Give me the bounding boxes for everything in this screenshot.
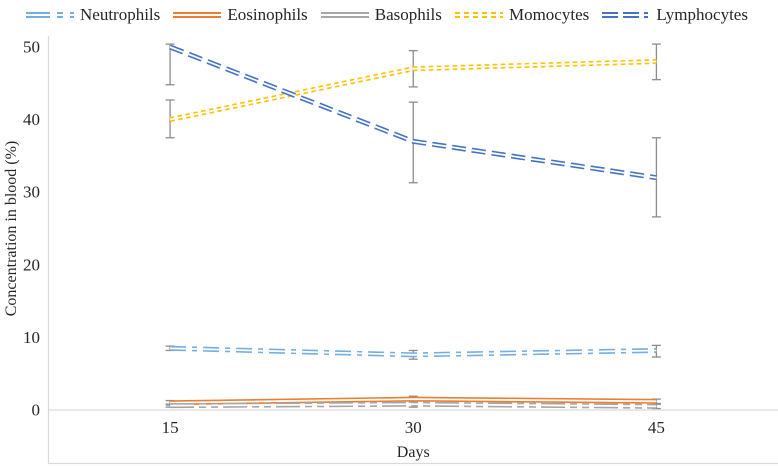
series-line-eosinophils-core xyxy=(170,398,657,404)
legend-label-momocytes: Momocytes xyxy=(508,4,590,24)
chart-legend: Neutrophils Eosinophils Basophils Momocytes… xyxy=(0,0,778,26)
legend-label-basophils: Basophils xyxy=(374,4,442,24)
legend-item-momocytes[interactable]: Momocytes xyxy=(454,4,590,25)
legend-item-eosinophils[interactable]: Eosinophils xyxy=(173,4,308,25)
y-tick-label: 20 xyxy=(23,255,40,274)
x-tick-label: 15 xyxy=(162,418,179,437)
y-tick-label: 40 xyxy=(23,110,40,129)
y-axis-title: Concentration in blood (%) xyxy=(3,141,20,317)
x-tick-label: 30 xyxy=(405,418,422,437)
legend-item-lymphocytes[interactable]: Lymphocytes xyxy=(602,5,748,25)
legend-key-eosinophils xyxy=(173,11,222,18)
legend-key-momocytes xyxy=(454,11,503,18)
legend-item-neutrophils[interactable]: Neutrophils xyxy=(26,5,160,25)
x-axis-title: Days xyxy=(397,444,430,461)
series-line-neutrophils-core xyxy=(170,347,657,356)
legend-key-lymphocytes xyxy=(602,11,651,18)
y-tick-label: 0 xyxy=(32,401,41,420)
legend-label-lymphocytes: Lymphocytes xyxy=(656,4,748,24)
y-tick-label: 10 xyxy=(23,328,40,347)
y-tick-label: 30 xyxy=(23,183,40,202)
series-line-basophils-core xyxy=(170,403,657,408)
legend-item-basophils[interactable]: Basophils xyxy=(320,4,442,25)
legend-label-eosinophils: Eosinophils xyxy=(227,4,308,24)
x-tick-label: 45 xyxy=(648,418,665,437)
legend-key-neutrophils xyxy=(26,11,74,18)
y-tick-label: 50 xyxy=(23,38,40,57)
series-line-momocytes-core xyxy=(169,60,657,121)
legend-key-basophils xyxy=(320,11,369,18)
series-line-lymphocytes-core xyxy=(169,46,657,179)
legend-label-neutrophils: Neutrophils xyxy=(80,4,161,24)
